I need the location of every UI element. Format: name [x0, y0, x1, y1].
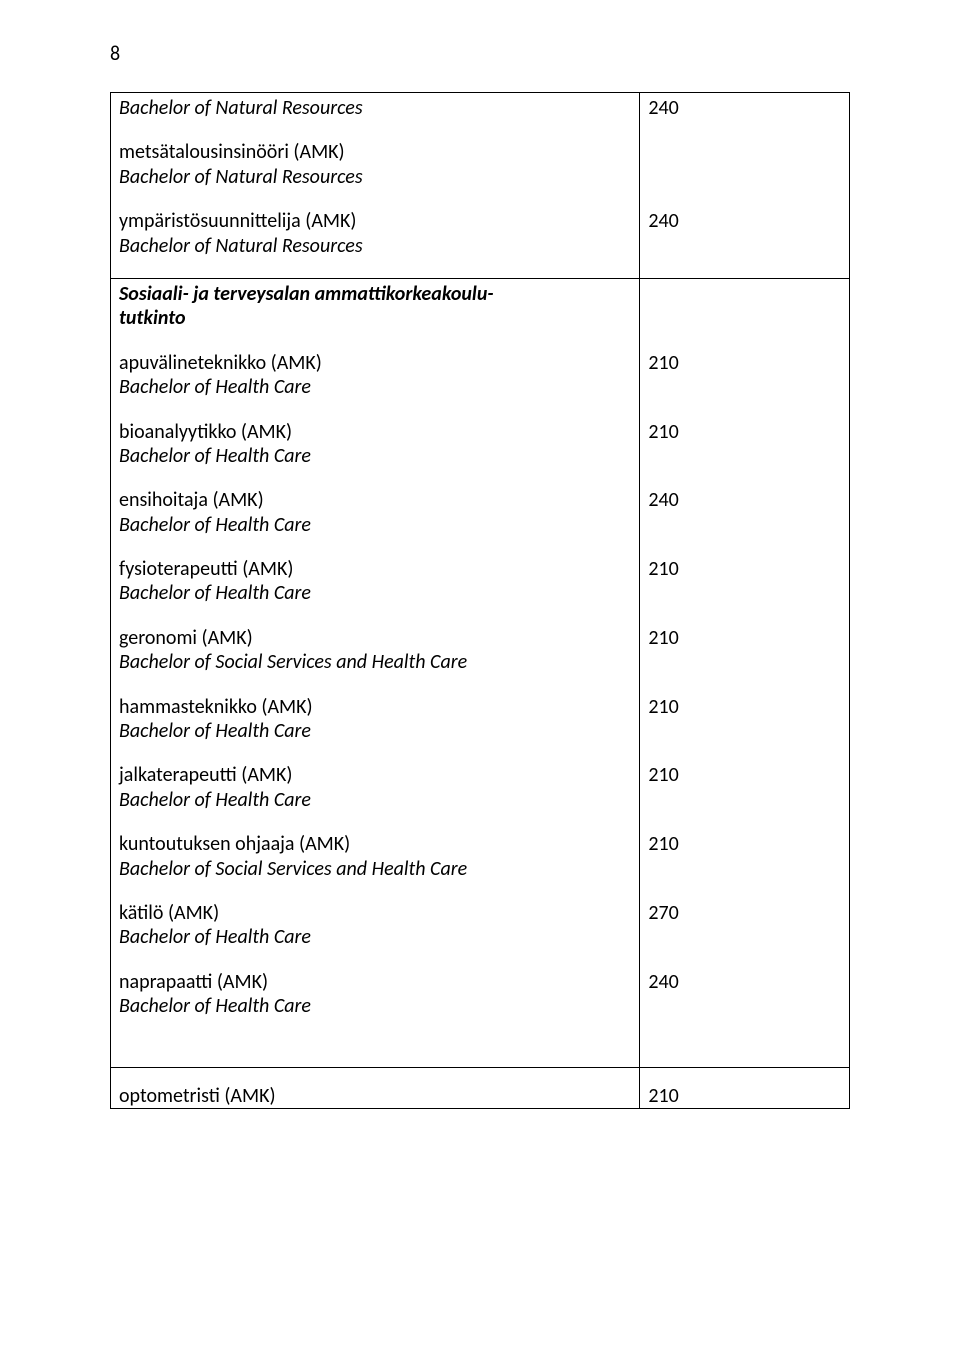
credit-value: 210 [648, 351, 841, 375]
heading-line1: Sosiaali- ja terveysalan ammattikorkeako… [119, 282, 494, 306]
degree-english: Bachelor of Health Care [119, 375, 311, 399]
degree-english: Bachelor of Natural Resources [119, 165, 363, 189]
degree-finnish: fysioterapeutti (AMK) [119, 557, 293, 581]
degree-english: Bachelor of Health Care [119, 788, 311, 812]
degree-english: Bachelor of Health Care [119, 719, 311, 743]
page-number: 8 [110, 42, 850, 66]
degree-finnish: bioanalyytikko (AMK) [119, 420, 292, 444]
degree-english: Bachelor of Health Care [119, 925, 311, 949]
degree-entry: bioanalyytikko (AMK) Bachelor of Health … [119, 420, 631, 469]
degree-entry: Bachelor of Natural Resources [119, 96, 631, 120]
table-row: Sosiaali- ja terveysalan ammattikorkeako… [111, 278, 850, 1067]
degree-english: Bachelor of Health Care [119, 444, 311, 468]
degree-finnish: ensihoitaja (AMK) [119, 488, 264, 512]
credit-value: 210 [648, 420, 841, 444]
table-row: optometristi (AMK) 210 [111, 1067, 850, 1108]
credit-value: 210 [648, 1084, 678, 1108]
degree-finnish: optometristi (AMK) [119, 1084, 276, 1108]
degree-finnish: apuvälineteknikko (AMK) [119, 351, 322, 375]
degree-finnish: metsätalousinsinööri (AMK) [119, 140, 345, 164]
degree-finnish: hammasteknikko (AMK) [119, 695, 313, 719]
degree-english: Bachelor of Social Services and Health C… [119, 650, 467, 674]
credit-value: 240 [648, 96, 841, 120]
credit-value: 240 [648, 488, 841, 512]
credit-value: 210 [648, 695, 841, 719]
degree-finnish: jalkaterapeutti (AMK) [119, 763, 292, 787]
cell-degrees-last: optometristi (AMK) [111, 1067, 640, 1108]
cell-credits-top: 240 240 [640, 93, 850, 279]
degree-finnish: kätilö (AMK) [119, 901, 219, 925]
degree-finnish: geronomi (AMK) [119, 626, 253, 650]
cell-degrees-top: Bachelor of Natural Resources metsätalou… [111, 93, 640, 279]
spacer [119, 1039, 631, 1063]
degree-entry: naprapaatti (AMK) Bachelor of Health Car… [119, 970, 631, 1019]
table-row: Bachelor of Natural Resources metsätalou… [111, 93, 850, 279]
degree-finnish: naprapaatti (AMK) [119, 970, 268, 994]
page: 8 Bachelor of Natural Resources metsätal… [0, 0, 960, 1363]
credit-value: 210 [648, 832, 841, 856]
degree-entry: kätilö (AMK) Bachelor of Health Care [119, 901, 631, 950]
degree-table: Bachelor of Natural Resources metsätalou… [110, 92, 850, 1109]
degree-finnish: ympäristösuunnittelija (AMK) [119, 209, 356, 233]
degree-entry: kuntoutuksen ohjaaja (AMK) Bachelor of S… [119, 832, 631, 881]
cell-credits-mid: 210 210 240 210 210 210 [640, 278, 850, 1067]
credit-value: 270 [648, 901, 841, 925]
cell-credits-last: 210 [640, 1067, 850, 1108]
degree-entry: fysioterapeutti (AMK) Bachelor of Health… [119, 557, 631, 606]
cell-degrees-mid: Sosiaali- ja terveysalan ammattikorkeako… [111, 278, 640, 1067]
degree-entry: ympäristösuunnittelija (AMK) Bachelor of… [119, 209, 631, 258]
credit-value: 240 [648, 209, 841, 233]
degree-entry: geronomi (AMK) Bachelor of Social Servic… [119, 626, 631, 675]
section-heading: Sosiaali- ja terveysalan ammattikorkeako… [119, 282, 631, 331]
credit-value: 210 [648, 557, 841, 581]
degree-entry: metsätalousinsinööri (AMK) Bachelor of N… [119, 140, 631, 189]
heading-line2: tutkinto [119, 306, 186, 330]
credit-value: 210 [648, 626, 841, 650]
degree-english: Bachelor of Health Care [119, 513, 311, 537]
degree-entry: jalkaterapeutti (AMK) Bachelor of Health… [119, 763, 631, 812]
degree-finnish: kuntoutuksen ohjaaja (AMK) [119, 832, 350, 856]
degree-english: Bachelor of Health Care [119, 581, 311, 605]
degree-entry: apuvälineteknikko (AMK) Bachelor of Heal… [119, 351, 631, 400]
credit-value: 210 [648, 763, 841, 787]
credit-value: 240 [648, 970, 841, 994]
degree-english: Bachelor of Social Services and Health C… [119, 857, 467, 881]
degree-entry: ensihoitaja (AMK) Bachelor of Health Car… [119, 488, 631, 537]
degree-entry: hammasteknikko (AMK) Bachelor of Health … [119, 695, 631, 744]
degree-english: Bachelor of Natural Resources [119, 234, 363, 258]
degree-english: Bachelor of Health Care [119, 994, 311, 1018]
degree-english: Bachelor of Natural Resources [119, 96, 363, 120]
